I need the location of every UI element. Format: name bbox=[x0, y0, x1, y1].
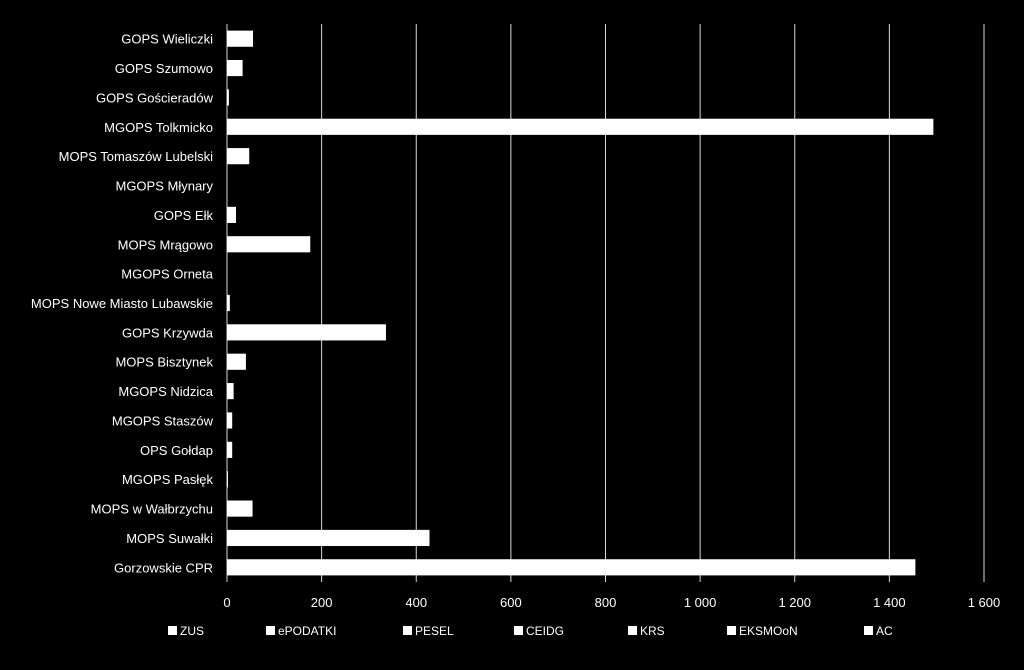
bar-zus bbox=[227, 383, 234, 400]
category-label: GOPS Ełk bbox=[154, 208, 214, 223]
legend-swatch bbox=[266, 626, 275, 635]
legend-label: ePODATKI bbox=[278, 624, 336, 638]
bar-zus bbox=[227, 412, 233, 429]
category-label: GOPS Szumowo bbox=[115, 61, 213, 76]
category-label: MOPS w Wałbrzychu bbox=[91, 502, 213, 517]
category-label: MOPS Nowe Miasto Lubawskie bbox=[31, 296, 213, 311]
bar-zus bbox=[227, 353, 246, 370]
x-tick-label: 0 bbox=[223, 595, 230, 610]
bar-zus bbox=[227, 294, 230, 312]
bar-zus bbox=[227, 500, 253, 517]
legend-swatch bbox=[168, 626, 177, 635]
legend: ZUS ePODATKI PESEL CEIDG KRS EKSMOoN AC bbox=[168, 624, 893, 638]
category-labels: GOPS Wieliczki GOPS Szumowo GOPS Gościerad… bbox=[31, 32, 214, 576]
bar-zus bbox=[227, 89, 229, 106]
bar-zus bbox=[227, 471, 228, 488]
category-label: MOPS Suwałki bbox=[126, 531, 213, 546]
category-label: OPS Gołdap bbox=[140, 443, 213, 458]
bar-zus bbox=[227, 148, 250, 165]
x-tick-label: 1 200 bbox=[778, 595, 811, 610]
category-label: MGOPS Orneta bbox=[121, 267, 214, 282]
legend-swatch bbox=[628, 626, 637, 635]
bars bbox=[227, 30, 934, 576]
bar-zus bbox=[227, 324, 386, 341]
bar-zus bbox=[227, 441, 233, 458]
bar-zus bbox=[227, 30, 254, 47]
x-axis-tick-labels: 0 200 400 600 800 1 000 1 200 1 400 1 600 bbox=[223, 595, 1000, 610]
x-tick-label: 1 600 bbox=[968, 595, 1001, 610]
legend-swatch bbox=[514, 626, 523, 635]
legend-label: ZUS bbox=[180, 624, 204, 638]
category-label: GOPS Krzywda bbox=[122, 325, 214, 340]
grid-lines bbox=[226, 24, 985, 582]
category-label: Gorzowskie CPR bbox=[114, 560, 213, 575]
category-label: MOPS Tomaszów Lubelski bbox=[59, 149, 213, 164]
category-label: GOPS Gościeradów bbox=[96, 90, 214, 105]
bar-zus bbox=[227, 529, 430, 547]
bar-zus bbox=[227, 206, 236, 223]
category-label: GOPS Wieliczki bbox=[121, 32, 213, 47]
bar-zus bbox=[227, 118, 934, 135]
bar-zus bbox=[227, 59, 243, 77]
legend-swatch bbox=[864, 626, 873, 635]
x-tick-label: 800 bbox=[595, 595, 617, 610]
legend-label: AC bbox=[876, 624, 893, 638]
x-tick-label: 400 bbox=[405, 595, 427, 610]
bar-zus bbox=[227, 559, 916, 576]
legend-label: EKSMOoN bbox=[739, 624, 798, 638]
bar-zus bbox=[227, 236, 311, 253]
x-tick-label: 1 400 bbox=[873, 595, 906, 610]
x-tick-label: 600 bbox=[500, 595, 522, 610]
x-tick-label: 200 bbox=[311, 595, 333, 610]
legend-swatch bbox=[403, 626, 412, 635]
category-label: MGOPS Młynary bbox=[115, 179, 213, 194]
legend-label: CEIDG bbox=[526, 624, 564, 638]
category-label: MGOPS Pasłęk bbox=[122, 472, 214, 487]
category-label: MOPS Bisztynek bbox=[115, 355, 213, 370]
legend-swatch bbox=[727, 626, 736, 635]
legend-label: KRS bbox=[640, 624, 665, 638]
x-tick-label: 1 000 bbox=[684, 595, 717, 610]
legend-label: PESEL bbox=[415, 624, 454, 638]
category-label: MGOPS Tolkmicko bbox=[104, 120, 213, 135]
category-label: MOPS Mrągowo bbox=[118, 237, 213, 252]
category-label: MGOPS Staszów bbox=[112, 413, 214, 428]
category-label: MGOPS Nidzica bbox=[118, 384, 213, 399]
